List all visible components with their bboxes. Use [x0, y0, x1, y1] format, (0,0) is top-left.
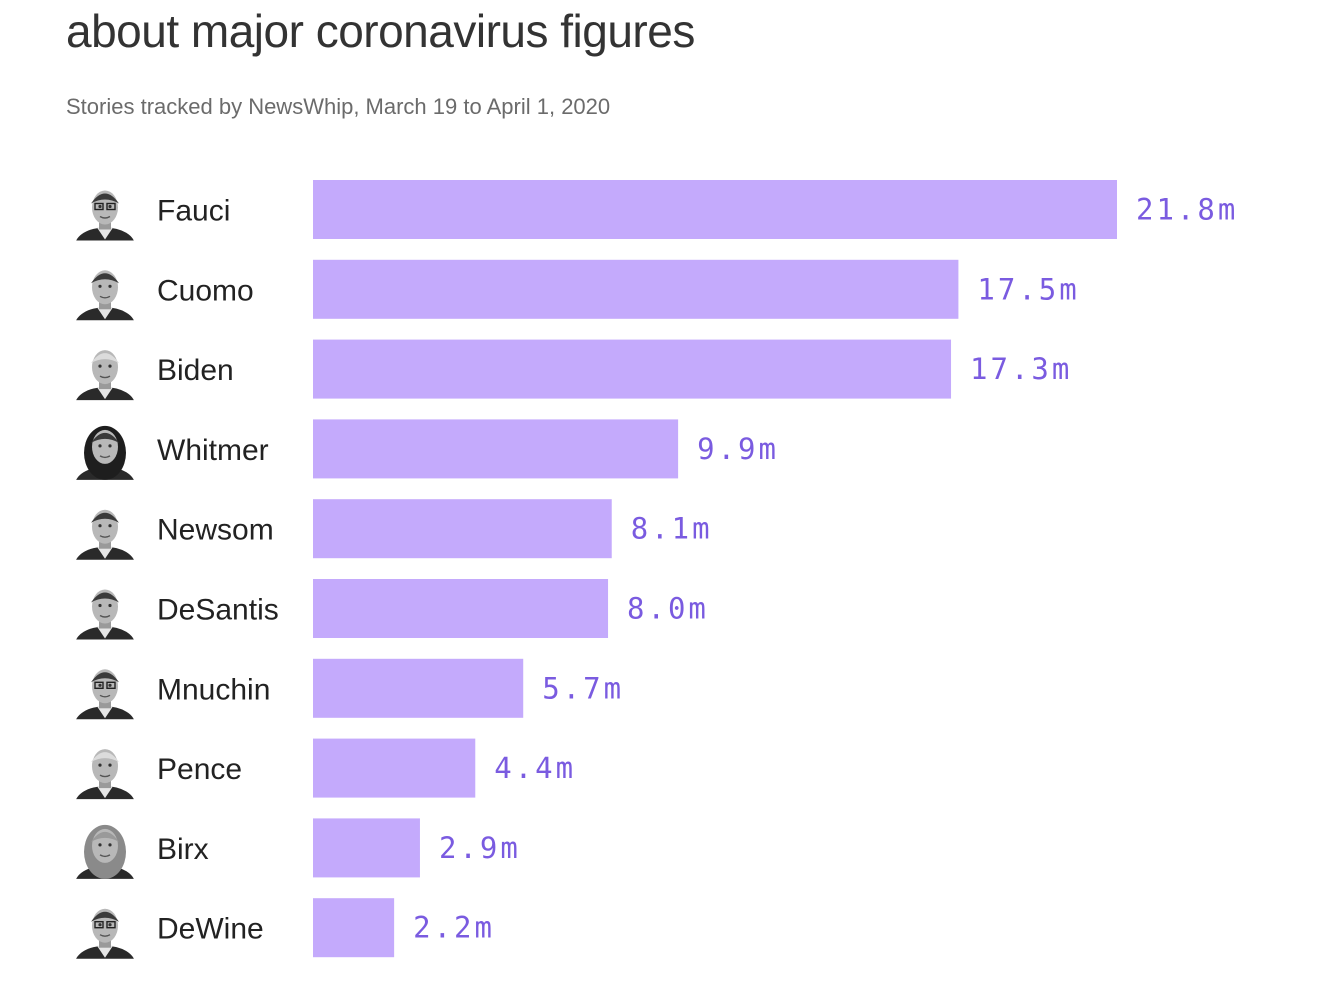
chart-title: about major coronavirus figures — [66, 5, 695, 57]
bar-row: Pence 4.4m — [76, 738, 576, 800]
birx-portrait-icon — [76, 824, 134, 879]
bar-row: DeSantis 8.0m — [76, 579, 709, 640]
bar-row: Fauci 21.8m — [76, 180, 1238, 241]
category-label: Cuomo — [157, 274, 254, 307]
bar-row: Biden 17.3m — [76, 339, 1072, 401]
fauci-portrait-icon — [76, 190, 134, 241]
bar — [313, 339, 952, 399]
value-label: 8.1m — [631, 512, 713, 546]
mnuchin-portrait-icon — [76, 669, 134, 720]
bar-row: Cuomo 17.5m — [76, 259, 1079, 321]
cuomo-portrait-icon — [76, 270, 134, 321]
biden-portrait-icon — [76, 350, 134, 401]
bar — [313, 898, 395, 958]
bar-row: Newsom 8.1m — [76, 499, 713, 560]
value-label: 21.8m — [1136, 193, 1238, 227]
value-label: 5.7m — [542, 671, 624, 705]
bar-row: Birx 2.9m — [76, 818, 521, 879]
bar — [313, 579, 609, 638]
value-label: 17.3m — [970, 352, 1072, 386]
value-label: 2.9m — [439, 831, 521, 865]
value-label: 9.9m — [697, 432, 779, 466]
bar — [313, 499, 612, 559]
bar-row: DeWine 2.2m — [76, 898, 495, 959]
newsom-portrait-icon — [76, 509, 134, 560]
dewine-portrait-icon — [76, 908, 134, 959]
value-label: 4.4m — [494, 751, 576, 785]
value-label: 2.2m — [413, 911, 495, 945]
whitmer-portrait-icon — [76, 425, 134, 480]
category-label: Fauci — [157, 195, 230, 228]
bar — [313, 658, 524, 718]
category-label: Birx — [157, 833, 209, 866]
value-label: 17.5m — [977, 272, 1079, 306]
bar-row: Mnuchin 5.7m — [76, 658, 624, 720]
pence-portrait-icon — [76, 749, 134, 800]
category-label: Biden — [157, 354, 234, 387]
category-label: Newsom — [157, 514, 274, 547]
bar — [313, 259, 959, 319]
bar — [313, 738, 476, 798]
chart-subtitle: Stories tracked by NewsWhip, March 19 to… — [66, 94, 611, 119]
bar — [313, 180, 1117, 239]
bar — [313, 419, 679, 479]
category-label: DeWine — [157, 913, 264, 946]
category-label: Whitmer — [157, 434, 269, 467]
category-label: DeSantis — [157, 594, 279, 627]
value-label: 8.0m — [627, 592, 709, 626]
bar — [313, 818, 420, 878]
category-label: Pence — [157, 753, 242, 786]
bar-row: Whitmer 9.9m — [76, 419, 779, 480]
desantis-portrait-icon — [76, 589, 134, 640]
category-label: Mnuchin — [157, 673, 270, 706]
